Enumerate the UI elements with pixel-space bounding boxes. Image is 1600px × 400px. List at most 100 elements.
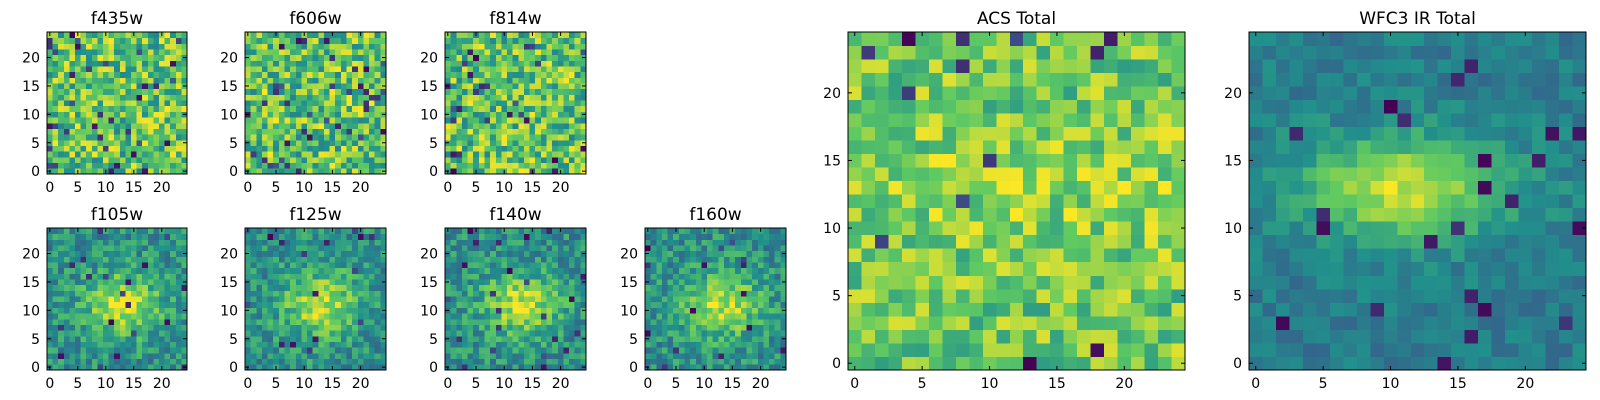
heatmap-cell (323, 168, 330, 175)
heatmap-cell (774, 313, 781, 320)
heatmap-cell (119, 273, 126, 280)
heatmap-cell (307, 83, 314, 90)
heatmap-cell (580, 37, 587, 44)
heatmap-cell (181, 43, 188, 50)
heatmap-cell (136, 88, 143, 95)
heatmap-cell (518, 77, 525, 84)
heatmap-cell (445, 245, 452, 252)
heatmap-cell (552, 60, 559, 67)
heatmap-cell (848, 356, 862, 371)
heatmap-cell (678, 256, 685, 263)
heatmap-cell (261, 117, 268, 124)
heatmap-cell (552, 66, 559, 73)
heatmap-cell (125, 250, 132, 257)
heatmap-cell (495, 49, 502, 56)
heatmap-cell (58, 290, 65, 297)
heatmap-cell (75, 352, 81, 360)
heatmap-cell (58, 168, 65, 175)
heatmap-cell (763, 301, 770, 308)
axes-frame (46, 227, 188, 371)
heatmap-cell (473, 94, 480, 101)
heatmap-cell (164, 267, 171, 274)
heatmap-cell (284, 122, 291, 129)
heatmap-cell (363, 100, 370, 107)
heatmap-cell (250, 134, 257, 141)
heatmap-cell (456, 296, 463, 303)
heatmap-cell (546, 105, 553, 112)
heatmap-cell (307, 273, 314, 280)
heatmap-cell (552, 358, 559, 365)
heatmap-cell (535, 341, 542, 348)
heatmap-cell (142, 162, 149, 169)
heatmap-cell (261, 284, 268, 291)
heatmap-cell (461, 324, 468, 331)
heatmap-cell (278, 111, 285, 118)
heatmap-cell (495, 267, 502, 274)
heatmap-cell (667, 245, 674, 252)
heatmap-cell (484, 83, 491, 90)
heatmap-cell (955, 302, 970, 317)
heatmap-cell (546, 301, 553, 308)
heatmap-cell (131, 239, 137, 246)
heatmap-cell (495, 290, 502, 297)
heatmap-cell (284, 352, 291, 360)
heatmap-cell (278, 228, 285, 235)
heatmap-cell (273, 290, 280, 297)
heatmap-cell (159, 162, 165, 169)
heatmap-cell (335, 335, 342, 342)
heatmap-cell (490, 139, 497, 146)
heatmap-cell (518, 228, 525, 235)
heatmap-cell (501, 77, 508, 84)
heatmap-cell (323, 122, 330, 129)
heatmap-cell (181, 77, 188, 84)
heatmap-cell (159, 128, 165, 135)
heatmap-cell (147, 168, 154, 175)
heatmap-cell (478, 250, 485, 257)
heatmap-cell (307, 301, 314, 308)
x-tick-label: 0 (243, 180, 252, 196)
heatmap-cell (540, 262, 547, 269)
heatmap-cell (250, 233, 257, 240)
heatmap-cell (774, 335, 781, 342)
heatmap-cell (512, 105, 519, 112)
heatmap-cell (58, 256, 65, 263)
heatmap-cell (484, 262, 491, 269)
heatmap-cell (695, 250, 702, 257)
heatmap-cell (450, 239, 457, 246)
heatmap-cell (278, 37, 285, 44)
heatmap-cell (557, 105, 564, 112)
heatmap-cell (75, 233, 81, 240)
heatmap-cell (125, 330, 132, 337)
heatmap-cell (278, 100, 285, 107)
heatmap-cell (450, 122, 457, 129)
heatmap-cell (340, 134, 347, 141)
heatmap-cell (159, 341, 165, 348)
heatmap-cell (661, 239, 668, 246)
heatmap-cell (563, 228, 570, 235)
heatmap-cell (523, 250, 530, 257)
heatmap-cell (245, 352, 252, 360)
heatmap-cell (114, 279, 121, 286)
heatmap-cell (323, 301, 330, 308)
heatmap-cell (1104, 194, 1118, 209)
heatmap-cell (125, 233, 132, 240)
heatmap-cell (456, 122, 463, 129)
heatmap-cell (540, 307, 547, 314)
heatmap-cells (848, 32, 1186, 371)
heatmap-cell (284, 168, 291, 175)
heatmap-cell (164, 347, 171, 354)
heatmap-cell (461, 318, 468, 325)
heatmap-cell (507, 43, 514, 50)
heatmap-cell (329, 358, 336, 365)
heatmap-cell (91, 100, 98, 107)
heatmap-cell (861, 221, 876, 236)
heatmap-cell (153, 307, 160, 314)
heatmap-cell (312, 43, 319, 50)
heatmap-cell (723, 358, 730, 365)
heatmap-cell (467, 279, 474, 286)
heatmap-cell (518, 290, 525, 297)
heatmap-cell (52, 49, 59, 56)
heatmap-cell (467, 296, 474, 303)
y-tick-label: 0 (229, 360, 238, 376)
heatmap-cell (546, 94, 553, 101)
